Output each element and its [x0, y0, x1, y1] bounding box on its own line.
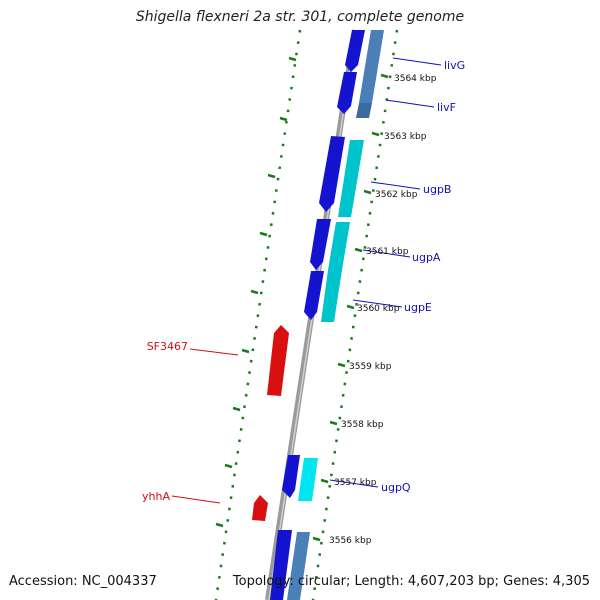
tick-label-3560: 3560 kbp [357, 304, 400, 314]
gene-labels: livG livF ugpB ugpA ugpE SF3467 yhhA ugp… [142, 59, 465, 503]
gene-label-livG[interactable]: livG [444, 59, 465, 72]
tick-label-3562: 3562 kbp [375, 190, 418, 200]
gene-ugpB-bar[interactable] [338, 140, 364, 217]
gene-label-ugpA[interactable]: ugpA [412, 251, 441, 264]
inner-tick-track [214, 29, 302, 600]
forward-genes [270, 30, 384, 600]
gene-yhhA-arrow[interactable] [252, 495, 268, 521]
reverse-genes [252, 325, 289, 521]
gene-livG-bar[interactable] [359, 30, 384, 103]
gene-livG-arrow[interactable] [345, 30, 365, 72]
tick-label-3557: 3557 kbp [334, 478, 377, 488]
gene-label-SF3467[interactable]: SF3467 [147, 340, 188, 353]
gene-ugpA-bar[interactable] [328, 222, 350, 270]
gene-label-ugpB[interactable]: ugpB [423, 183, 451, 196]
gene-livF-bar[interactable] [356, 103, 372, 118]
gene-label-ugpE[interactable]: ugpE [404, 301, 432, 314]
outer-tick-track [311, 29, 399, 600]
gene-bottom-arrow[interactable] [270, 530, 292, 600]
gene-ugpQ-bar[interactable] [298, 458, 318, 501]
gene-ugpE-arrow[interactable] [304, 271, 324, 320]
tick-label-3558: 3558 kbp [341, 420, 384, 430]
tick-label-3556: 3556 kbp [329, 536, 372, 546]
outer-major-ticks [312, 73, 389, 542]
gene-SF3467-arrow[interactable] [267, 325, 289, 396]
gene-label-ugpQ[interactable]: ugpQ [381, 481, 411, 494]
tick-label-3561: 3561 kbp [366, 247, 409, 257]
tick-label-3559: 3559 kbp [349, 362, 392, 372]
gene-bottom-bar[interactable] [287, 532, 310, 600]
tick-labels: 3564 kbp 3563 kbp 3562 kbp 3561 kbp 3560… [329, 74, 437, 546]
accession-text: Accession: NC_004337 [9, 574, 157, 589]
gene-ugpA-arrow[interactable] [310, 219, 331, 270]
gene-ugpQ-arrow[interactable] [282, 455, 300, 498]
gene-label-yhhA[interactable]: yhhA [142, 490, 170, 503]
tick-label-3563: 3563 kbp [384, 132, 427, 142]
tick-label-3564: 3564 kbp [394, 74, 437, 84]
inner-major-ticks [215, 56, 297, 528]
label-leader-lines [171, 57, 442, 504]
map-title: Shigella flexneri 2a str. 301, complete … [135, 9, 465, 25]
gene-label-livF[interactable]: livF [437, 101, 456, 114]
topology-text: Topology: circular; Length: 4,607,203 bp… [232, 574, 590, 589]
gene-livF-arrow[interactable] [337, 72, 357, 114]
gene-ugpE-bar[interactable] [321, 270, 342, 322]
gene-ugpB-arrow[interactable] [319, 136, 345, 212]
